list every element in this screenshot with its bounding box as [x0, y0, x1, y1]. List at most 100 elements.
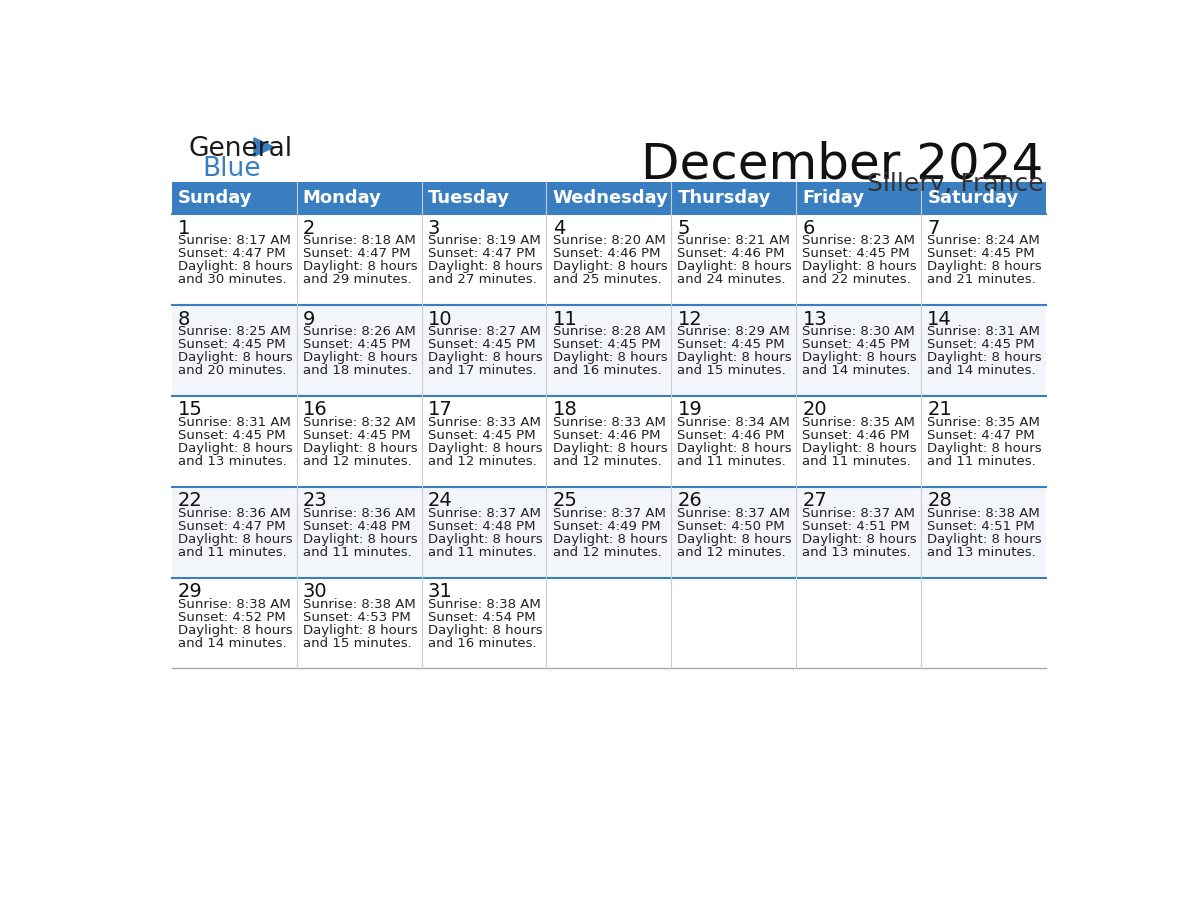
- Text: Daylight: 8 hours: Daylight: 8 hours: [802, 261, 917, 274]
- Text: December 2024: December 2024: [642, 141, 1043, 189]
- Text: Sunrise: 8:27 AM: Sunrise: 8:27 AM: [428, 325, 541, 338]
- Text: 28: 28: [928, 491, 952, 510]
- Text: Sunset: 4:47 PM: Sunset: 4:47 PM: [178, 247, 285, 260]
- Text: 20: 20: [802, 400, 827, 420]
- Text: Sunset: 4:45 PM: Sunset: 4:45 PM: [428, 429, 536, 442]
- Text: Daylight: 8 hours: Daylight: 8 hours: [178, 352, 292, 364]
- Text: Daylight: 8 hours: Daylight: 8 hours: [677, 261, 792, 274]
- Text: Sunset: 4:54 PM: Sunset: 4:54 PM: [428, 610, 536, 623]
- Text: Sunset: 4:46 PM: Sunset: 4:46 PM: [552, 429, 661, 442]
- Text: 24: 24: [428, 491, 453, 510]
- Text: Sunset: 4:52 PM: Sunset: 4:52 PM: [178, 610, 285, 623]
- Bar: [172, 214, 1045, 305]
- Text: Sunrise: 8:31 AM: Sunrise: 8:31 AM: [178, 416, 291, 429]
- Text: Sunset: 4:45 PM: Sunset: 4:45 PM: [677, 338, 785, 351]
- Text: and 24 minutes.: and 24 minutes.: [677, 274, 786, 286]
- Text: 19: 19: [677, 400, 702, 420]
- Text: Daylight: 8 hours: Daylight: 8 hours: [178, 442, 292, 455]
- Text: Sunrise: 8:25 AM: Sunrise: 8:25 AM: [178, 325, 291, 338]
- Text: Sunset: 4:45 PM: Sunset: 4:45 PM: [928, 247, 1035, 260]
- Text: Daylight: 8 hours: Daylight: 8 hours: [552, 442, 668, 455]
- Text: Sunset: 4:48 PM: Sunset: 4:48 PM: [303, 520, 410, 532]
- Text: and 18 minutes.: and 18 minutes.: [303, 364, 411, 377]
- Text: Daylight: 8 hours: Daylight: 8 hours: [178, 623, 292, 637]
- Text: Sunset: 4:45 PM: Sunset: 4:45 PM: [303, 338, 411, 351]
- Text: Daylight: 8 hours: Daylight: 8 hours: [928, 442, 1042, 455]
- Text: Daylight: 8 hours: Daylight: 8 hours: [677, 442, 792, 455]
- Text: Friday: Friday: [802, 189, 865, 207]
- Text: Daylight: 8 hours: Daylight: 8 hours: [802, 352, 917, 364]
- Text: Sunrise: 8:23 AM: Sunrise: 8:23 AM: [802, 234, 915, 247]
- Text: Sunrise: 8:18 AM: Sunrise: 8:18 AM: [303, 234, 416, 247]
- Text: Sunrise: 8:37 AM: Sunrise: 8:37 AM: [552, 507, 665, 520]
- Text: Sunset: 4:46 PM: Sunset: 4:46 PM: [552, 247, 661, 260]
- Text: 30: 30: [303, 582, 328, 601]
- Text: 14: 14: [928, 309, 952, 329]
- Text: and 15 minutes.: and 15 minutes.: [303, 637, 411, 650]
- Text: Sunset: 4:46 PM: Sunset: 4:46 PM: [677, 429, 785, 442]
- Text: and 12 minutes.: and 12 minutes.: [428, 455, 537, 468]
- Text: Daylight: 8 hours: Daylight: 8 hours: [928, 352, 1042, 364]
- Text: 31: 31: [428, 582, 453, 601]
- Text: Saturday: Saturday: [928, 189, 1018, 207]
- Text: Daylight: 8 hours: Daylight: 8 hours: [428, 532, 543, 546]
- Text: Sunset: 4:49 PM: Sunset: 4:49 PM: [552, 520, 661, 532]
- Text: Sunrise: 8:37 AM: Sunrise: 8:37 AM: [677, 507, 790, 520]
- Text: Sunrise: 8:31 AM: Sunrise: 8:31 AM: [928, 325, 1041, 338]
- Text: Sunrise: 8:38 AM: Sunrise: 8:38 AM: [303, 598, 416, 610]
- Text: and 12 minutes.: and 12 minutes.: [303, 455, 411, 468]
- Text: and 11 minutes.: and 11 minutes.: [428, 546, 537, 559]
- Text: Sunrise: 8:32 AM: Sunrise: 8:32 AM: [303, 416, 416, 429]
- Text: Sunset: 4:46 PM: Sunset: 4:46 PM: [802, 429, 910, 442]
- Bar: [172, 577, 1045, 668]
- Text: 29: 29: [178, 582, 203, 601]
- Text: Sunset: 4:45 PM: Sunset: 4:45 PM: [802, 338, 910, 351]
- Text: Sunset: 4:47 PM: Sunset: 4:47 PM: [178, 520, 285, 532]
- Text: Daylight: 8 hours: Daylight: 8 hours: [552, 261, 668, 274]
- Text: Sunrise: 8:35 AM: Sunrise: 8:35 AM: [802, 416, 915, 429]
- Text: and 16 minutes.: and 16 minutes.: [428, 637, 536, 650]
- Text: Sunset: 4:47 PM: Sunset: 4:47 PM: [303, 247, 411, 260]
- Text: 16: 16: [303, 400, 328, 420]
- Text: 15: 15: [178, 400, 203, 420]
- Text: Daylight: 8 hours: Daylight: 8 hours: [178, 261, 292, 274]
- Text: Sunrise: 8:20 AM: Sunrise: 8:20 AM: [552, 234, 665, 247]
- Text: and 16 minutes.: and 16 minutes.: [552, 364, 662, 377]
- Text: Sunrise: 8:17 AM: Sunrise: 8:17 AM: [178, 234, 291, 247]
- Text: and 29 minutes.: and 29 minutes.: [303, 274, 411, 286]
- Text: Daylight: 8 hours: Daylight: 8 hours: [428, 623, 543, 637]
- Bar: [172, 396, 1045, 487]
- Text: Daylight: 8 hours: Daylight: 8 hours: [802, 442, 917, 455]
- Text: Sunrise: 8:24 AM: Sunrise: 8:24 AM: [928, 234, 1040, 247]
- Polygon shape: [254, 138, 274, 156]
- Text: Daylight: 8 hours: Daylight: 8 hours: [552, 532, 668, 546]
- Text: Sunrise: 8:21 AM: Sunrise: 8:21 AM: [677, 234, 790, 247]
- Text: Sunrise: 8:33 AM: Sunrise: 8:33 AM: [552, 416, 665, 429]
- Text: 17: 17: [428, 400, 453, 420]
- Text: 1: 1: [178, 218, 190, 238]
- Text: Sunset: 4:51 PM: Sunset: 4:51 PM: [802, 520, 910, 532]
- Text: 2: 2: [303, 218, 315, 238]
- Text: 13: 13: [802, 309, 827, 329]
- Text: 5: 5: [677, 218, 690, 238]
- Text: and 20 minutes.: and 20 minutes.: [178, 364, 286, 377]
- Text: and 13 minutes.: and 13 minutes.: [928, 546, 1036, 559]
- Text: Daylight: 8 hours: Daylight: 8 hours: [677, 352, 792, 364]
- Text: and 14 minutes.: and 14 minutes.: [802, 364, 911, 377]
- Text: 8: 8: [178, 309, 190, 329]
- Text: Sunrise: 8:19 AM: Sunrise: 8:19 AM: [428, 234, 541, 247]
- Text: Sunrise: 8:26 AM: Sunrise: 8:26 AM: [303, 325, 416, 338]
- Text: 6: 6: [802, 218, 815, 238]
- Text: and 12 minutes.: and 12 minutes.: [677, 546, 786, 559]
- Text: Daylight: 8 hours: Daylight: 8 hours: [303, 623, 417, 637]
- Text: and 11 minutes.: and 11 minutes.: [802, 455, 911, 468]
- Text: Tuesday: Tuesday: [428, 189, 510, 207]
- Text: Sunrise: 8:35 AM: Sunrise: 8:35 AM: [928, 416, 1041, 429]
- Bar: [172, 487, 1045, 577]
- Text: Daylight: 8 hours: Daylight: 8 hours: [928, 261, 1042, 274]
- Text: 26: 26: [677, 491, 702, 510]
- Text: and 13 minutes.: and 13 minutes.: [802, 546, 911, 559]
- Text: Sunset: 4:45 PM: Sunset: 4:45 PM: [303, 429, 411, 442]
- Text: Daylight: 8 hours: Daylight: 8 hours: [303, 261, 417, 274]
- Text: Blue: Blue: [203, 156, 261, 183]
